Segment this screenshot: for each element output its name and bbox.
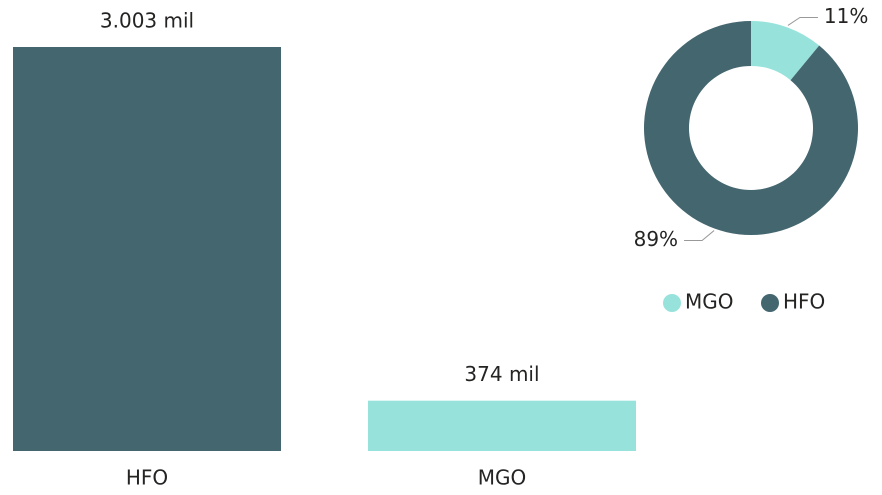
legend-swatch [761,294,779,312]
data-label: 89% [634,227,678,251]
bar [368,400,636,451]
x-tick-label: HFO [126,466,168,490]
donut-slice [643,21,858,235]
leader-line [684,230,715,242]
legend-swatch [663,294,681,312]
legend-label: HFO [783,290,825,314]
data-label: 11% [824,4,868,28]
legend-label: MGO [685,290,734,314]
data-label: 374 mil [464,362,539,386]
x-tick-label: MGO [478,466,527,490]
data-label: 3.003 mil [100,9,194,33]
leader-line [787,16,818,26]
donut-slice [751,21,820,81]
bar [13,47,281,451]
